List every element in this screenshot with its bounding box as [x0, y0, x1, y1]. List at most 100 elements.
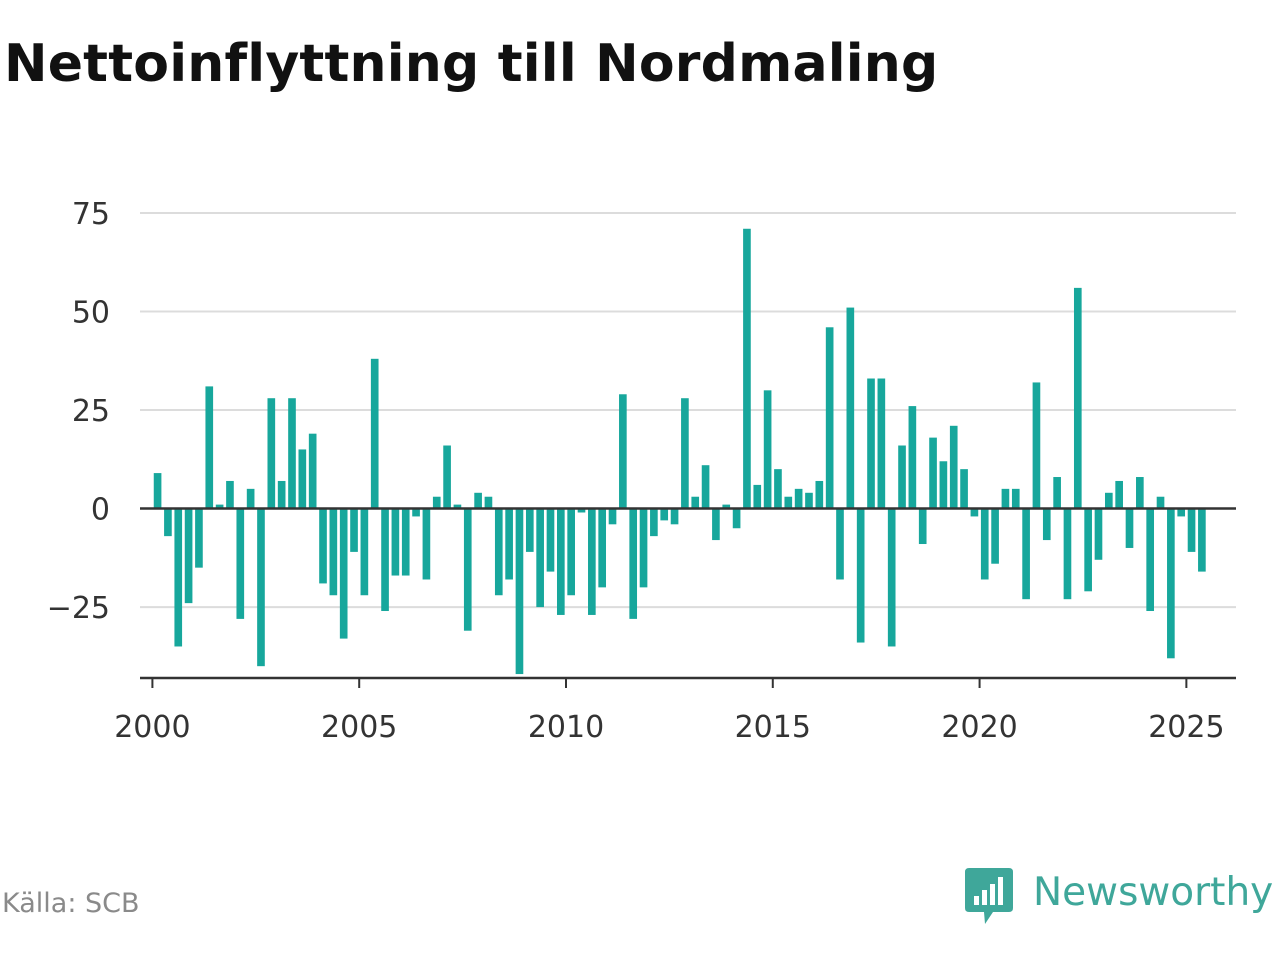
bar — [743, 228, 751, 509]
y-tick-label: 75 — [72, 197, 110, 232]
bars — [153, 228, 1206, 675]
bar — [1032, 382, 1041, 509]
bar — [308, 433, 317, 509]
bar — [970, 508, 979, 517]
x-tick-label: 2005 — [321, 710, 397, 745]
bar — [1156, 496, 1165, 509]
bar — [949, 425, 958, 509]
bar — [153, 473, 162, 509]
bar — [288, 398, 296, 509]
bar — [588, 508, 596, 615]
x-axis-labels: 2000 2005 2010 2015 2020 2025 — [114, 710, 1224, 745]
bar — [1136, 477, 1144, 509]
bar — [164, 508, 172, 537]
bar — [339, 508, 348, 639]
bar — [629, 508, 638, 619]
bar — [381, 508, 389, 612]
brand-logo: Newsworthy — [963, 864, 1273, 928]
bar — [867, 378, 875, 509]
bar — [246, 488, 255, 509]
bar — [1042, 508, 1051, 541]
bar — [484, 496, 493, 509]
bar — [918, 508, 927, 545]
bar — [1022, 508, 1030, 600]
bar — [825, 327, 834, 509]
bar — [443, 445, 451, 509]
bar — [329, 508, 338, 596]
bar — [650, 508, 658, 537]
bar — [370, 358, 379, 509]
bar — [1084, 508, 1092, 592]
bar — [360, 508, 369, 596]
bar — [774, 469, 782, 509]
bar — [753, 484, 762, 509]
bar — [815, 480, 824, 509]
bar — [505, 508, 513, 580]
bar — [174, 508, 183, 647]
bar — [763, 390, 772, 509]
x-tick-label: 2000 — [114, 710, 190, 745]
bar — [712, 508, 720, 541]
bar — [991, 508, 999, 564]
bar — [536, 508, 544, 608]
bar — [1104, 492, 1113, 509]
bar — [732, 508, 741, 529]
bar — [432, 496, 441, 509]
bar — [1094, 508, 1103, 560]
bar — [660, 508, 669, 521]
bar — [453, 504, 462, 509]
bar — [391, 508, 400, 576]
bar — [846, 307, 855, 509]
bar — [1001, 488, 1010, 509]
bar — [877, 378, 886, 509]
bar — [567, 508, 575, 596]
bar — [205, 386, 214, 509]
bar — [608, 508, 617, 525]
axes — [140, 507, 1236, 688]
bar — [960, 469, 968, 509]
bar — [525, 508, 534, 552]
newsworthy-logo-icon — [965, 868, 1013, 924]
bar — [898, 445, 906, 509]
bar — [195, 508, 203, 568]
bar — [784, 496, 793, 509]
bar — [856, 508, 865, 643]
bar — [412, 508, 420, 517]
bar — [226, 480, 234, 509]
bar — [670, 508, 679, 525]
brand-name: Newsworthy — [1033, 869, 1274, 915]
bar — [298, 449, 307, 509]
y-tick-label: −25 — [47, 591, 110, 626]
bar — [215, 504, 224, 509]
bar — [494, 508, 503, 596]
bar — [598, 508, 607, 588]
bar — [1125, 508, 1134, 548]
bar — [1073, 287, 1082, 509]
bar — [908, 406, 917, 509]
bar — [794, 488, 803, 509]
bar — [556, 508, 565, 615]
y-tick-label: 25 — [72, 394, 110, 429]
bar — [1146, 508, 1155, 612]
bar — [639, 508, 648, 588]
bar — [350, 508, 358, 552]
bar — [474, 492, 482, 509]
bar — [1053, 477, 1061, 509]
x-tick-label: 2025 — [1148, 710, 1224, 745]
bar — [515, 508, 524, 675]
bar — [184, 508, 193, 604]
bar — [939, 461, 948, 509]
bar — [401, 508, 410, 576]
bar — [1011, 488, 1020, 509]
bar — [577, 508, 586, 513]
bar — [929, 437, 937, 509]
y-tick-label: 50 — [72, 296, 110, 331]
bar — [267, 398, 276, 509]
bar — [691, 496, 700, 509]
bar — [980, 508, 989, 580]
y-tick-label: 0 — [91, 493, 110, 528]
x-tick-label: 2020 — [941, 710, 1017, 745]
bar — [422, 508, 431, 580]
bar — [619, 394, 627, 509]
bar — [722, 504, 731, 509]
